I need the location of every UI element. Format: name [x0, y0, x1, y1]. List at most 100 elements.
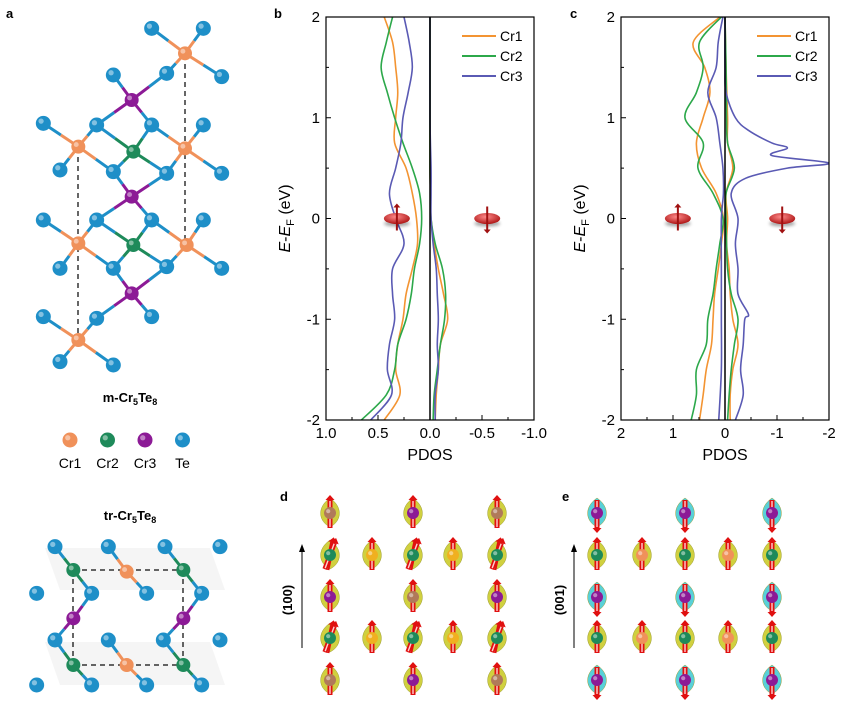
atom-te — [84, 585, 100, 601]
legend-label-cr2: Cr2 — [795, 48, 818, 64]
atom-te — [144, 212, 160, 228]
arrow-head — [637, 537, 647, 542]
atom-cr1-highlight — [73, 142, 79, 148]
atom-te-highlight — [146, 311, 153, 318]
atom — [324, 591, 336, 603]
atom-cr2-highlight — [68, 565, 74, 571]
atom-highlight — [593, 593, 598, 598]
atom-highlight — [409, 634, 414, 639]
arrow-head — [408, 579, 418, 584]
y-tick-label: -2 — [307, 412, 320, 429]
m-structure-title: m-Cr5Te8 — [103, 390, 158, 407]
magnetic-site — [762, 620, 782, 653]
atom-highlight — [449, 634, 454, 639]
atom-highlight — [593, 509, 598, 514]
atom-te-highlight — [103, 635, 109, 641]
atom-legend: Cr1 Cr2 Cr3 Te — [59, 432, 190, 471]
legend-atom-cr1-highlight — [65, 435, 71, 441]
atom-te-highlight — [141, 680, 148, 686]
atom — [491, 591, 503, 603]
atom — [636, 549, 648, 561]
atom-te — [157, 539, 173, 555]
atom-te-highlight — [86, 588, 93, 594]
magnetic-site — [587, 664, 607, 700]
arrow-head — [592, 537, 602, 542]
atom-te-highlight — [38, 311, 44, 318]
y-label-unit: (eV) — [572, 184, 589, 219]
atom-highlight — [368, 551, 373, 556]
atom — [407, 507, 419, 519]
atom-highlight — [493, 551, 498, 556]
atom — [722, 549, 734, 561]
atom-highlight — [768, 593, 773, 598]
spin-up-icon — [383, 203, 410, 231]
atom-cr3-highlight — [68, 613, 74, 619]
atom-te-highlight — [146, 215, 153, 221]
magnetic-site — [403, 579, 423, 612]
arrow-head — [330, 621, 339, 628]
arrow-head — [408, 495, 418, 500]
x-tick-label: 0 — [721, 425, 729, 442]
arrow-head — [767, 620, 777, 625]
plot-area — [684, 17, 829, 420]
atom — [679, 632, 691, 644]
magnetic-site — [403, 620, 423, 654]
arrow-head — [413, 621, 422, 628]
magnetic-site — [487, 579, 507, 612]
atom — [447, 549, 459, 561]
atom-te — [144, 117, 160, 133]
atom-te-highlight — [158, 635, 164, 641]
direction-label-100: (100) — [280, 585, 295, 615]
atom — [407, 674, 419, 686]
magnetic-site — [675, 581, 695, 617]
legend-atom-cr3-highlight — [140, 435, 146, 441]
atom-te — [105, 164, 121, 180]
atom — [366, 632, 378, 644]
atom-highlight — [681, 593, 686, 598]
x-axis-label: PDOS — [407, 447, 452, 464]
atom-te — [212, 539, 228, 555]
atom-cr1-highlight — [73, 335, 79, 341]
x-tick-label: 0.0 — [420, 425, 441, 442]
atom-cr1-highlight — [73, 238, 79, 244]
atom — [407, 549, 419, 561]
atom-cr1-highlight — [122, 660, 128, 666]
y-label-dash: - — [572, 237, 589, 242]
atom-te — [195, 20, 211, 36]
atom-highlight — [449, 551, 454, 556]
atom-te-highlight — [55, 263, 61, 269]
atom-te — [35, 115, 51, 131]
atom-cr3 — [124, 93, 139, 107]
y-tick-label: 0 — [312, 211, 320, 228]
atom-te-highlight — [146, 120, 153, 126]
arrow-head — [483, 229, 491, 234]
atom-highlight — [326, 551, 331, 556]
atom-te — [195, 212, 211, 228]
arrow-head — [492, 662, 502, 667]
spin-up-icon — [664, 203, 691, 231]
atom — [679, 674, 691, 686]
legend-atom-cr1 — [62, 432, 78, 448]
atom-highlight — [409, 593, 414, 598]
arrow-head — [592, 695, 602, 700]
spin-down-icon — [474, 206, 501, 234]
atom-te-highlight — [38, 215, 44, 221]
y-tick-label: -1 — [307, 311, 320, 328]
magnetic-site — [718, 620, 738, 653]
atom-highlight — [409, 509, 414, 514]
atom-cr2-highlight — [128, 147, 134, 153]
atom-cr3 — [176, 611, 191, 626]
m-cr5te8-structure — [35, 20, 230, 373]
atom-te-highlight — [38, 118, 44, 124]
atom-te — [139, 585, 155, 601]
magnetic-site — [362, 620, 382, 653]
legend-atom-cr3 — [137, 432, 153, 448]
magnetic-site — [362, 537, 382, 570]
atom-highlight — [768, 551, 773, 556]
arrow-head — [592, 528, 602, 533]
atom-te-highlight — [216, 263, 223, 269]
atom-te-highlight — [108, 263, 114, 269]
atom — [324, 674, 336, 686]
y-label-e: E — [277, 242, 294, 253]
